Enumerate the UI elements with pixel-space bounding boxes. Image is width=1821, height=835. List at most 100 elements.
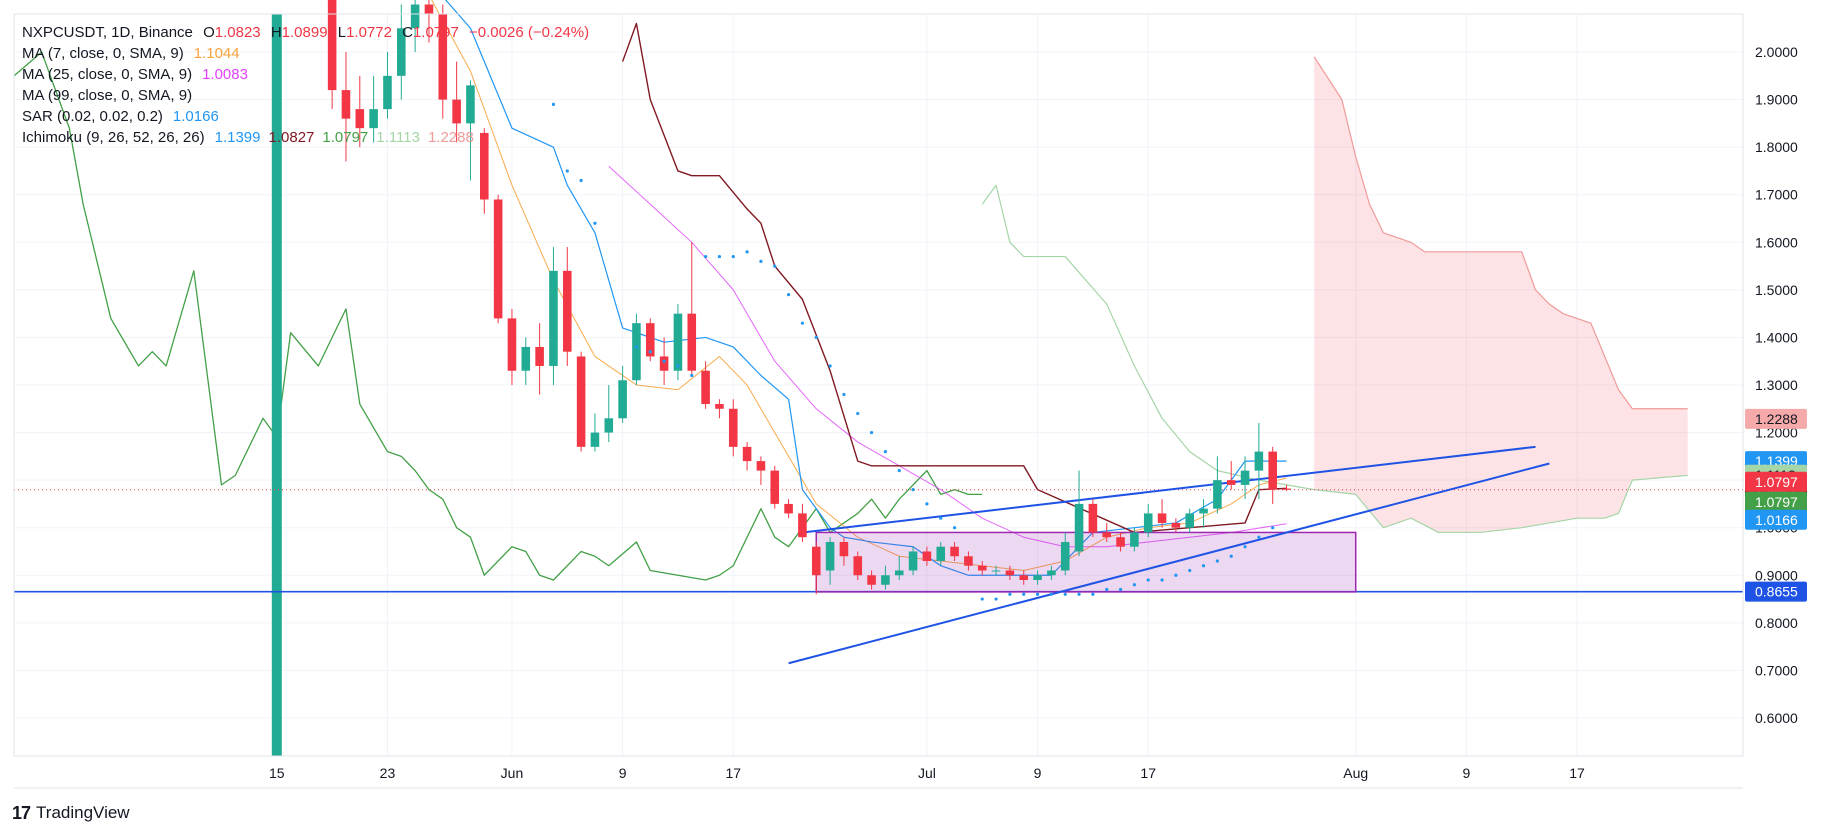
indicator-label: SAR (0.02, 0.02, 0.2) [22,108,163,125]
drawings[interactable] [14,14,1743,756]
candle-body [1157,513,1167,523]
candle-up [1033,570,1042,585]
candle-down [839,537,849,566]
candle-body [327,0,337,91]
symbol-title[interactable]: NXPCUSDT, 1D, Binance [22,24,193,41]
sar-dot [994,597,998,601]
indicator-value: 1.0827 [268,129,315,146]
indicator-row[interactable]: SAR (0.02, 0.02, 0.2) 1.0166 [22,106,589,127]
candle-down [1282,484,1291,491]
upper-trend-line[interactable] [802,445,1536,534]
open-label: O [203,24,215,41]
candle-body [466,85,475,124]
sar-dot [634,345,639,349]
candle-up [1240,456,1250,500]
range-box[interactable] [815,531,1357,593]
time-tick-label: 9 [1462,765,1470,781]
time-axis[interactable]: 15 23 Jun 9 17 Jul 9 17 Aug 9 17 [269,765,1585,781]
candle-up [1060,532,1070,576]
candle-up [590,413,600,452]
sar-dot [800,321,805,325]
candle-body [562,270,572,352]
candle-body [1033,575,1042,581]
candle-down [562,247,572,366]
sar-dot [814,335,818,340]
candle-body [535,346,544,366]
sar-dot [1063,592,1067,596]
candle-body [742,446,752,462]
indicator-value: 1.1399 [214,129,261,146]
price-label: 0.8655 [1745,581,1807,602]
price-label-background [1745,491,1807,512]
vertical-marker[interactable] [271,14,282,756]
candle-body [673,313,683,371]
sar-dot [745,250,749,254]
indicator-value: 1.1044 [193,45,240,62]
price-label-background [1745,408,1807,429]
indicator-row[interactable]: Ichimoku (9, 26, 52, 26, 26) 1.1399 1.0827… [22,127,589,148]
sar-dot [1229,554,1233,558]
sar-dot [551,102,556,106]
ichimoku-cloud [1314,56,1688,533]
candle-down [742,442,752,471]
sar-dot [1243,545,1247,549]
price-tick-label: 0.7000 [1755,662,1798,678]
price-label-text: 1.0797 [1755,494,1798,510]
candle-body [1116,537,1125,547]
candle-body [936,546,946,561]
candle-down [1157,499,1167,528]
sar-dot [1008,592,1012,596]
indicator-row[interactable]: MA (99, close, 0, SMA, 9) [22,85,589,106]
price-label: 1.2288 [1745,408,1807,429]
close-label: C [402,24,413,41]
candle-body [839,541,849,557]
candle-down [784,499,793,519]
candle-body [853,556,863,576]
price-tick-label: 1.6000 [1755,234,1798,250]
sar-dot [1188,568,1192,573]
price-axis-background [1744,14,1821,756]
indicator-row[interactable]: MA (25, close, 0, SMA, 9) 1.0083 [22,64,589,85]
candle-body [438,14,448,100]
candle-down [1019,570,1029,585]
candle-body [728,408,738,447]
candle-body [1171,522,1181,528]
candle-up [881,565,890,590]
sar-dots [551,102,1275,601]
candle-body [618,380,627,419]
brand[interactable]: ⁠17 TradingView [12,802,130,824]
time-tick-label: Aug [1343,765,1368,781]
candle-up [466,80,475,181]
price-label-text: 0.8655 [1755,584,1798,600]
price-tick-label: 1.5000 [1755,282,1798,298]
sar-dot [1091,592,1095,596]
sar-dot [786,293,791,297]
candle-body [1143,513,1153,533]
candle-body [410,4,420,29]
candle-down [645,318,655,362]
plot-border [13,13,1744,757]
time-tick-label: 17 [725,765,741,781]
candle-body [576,356,586,447]
price-tick-label: 1.9000 [1755,92,1798,108]
grid [14,14,1743,756]
indicator-value: 1.2288 [427,129,474,146]
candle-up [936,541,946,566]
candle-body [881,575,890,585]
lower-trend-line[interactable] [788,462,1550,665]
price-axis[interactable]: 2.0000 1.9000 1.8000 1.7000 1.6000 1.5000 1.40… [1744,14,1821,756]
candle-down [452,61,461,143]
tenkan-sen-line [444,0,1287,576]
frame [13,13,1744,789]
candle-down [355,75,365,148]
sar-dot [1174,573,1178,577]
candle-body [452,99,461,124]
sar-dot [565,169,569,173]
candle-body [784,503,793,514]
price-tick-label: 0.9000 [1755,567,1798,583]
indicator-row[interactable]: MA (7, close, 0, SMA, 9) 1.1044 [22,43,589,64]
price-label-background [1745,509,1807,530]
candle-up [1199,499,1208,528]
sar-dot [1049,592,1053,596]
